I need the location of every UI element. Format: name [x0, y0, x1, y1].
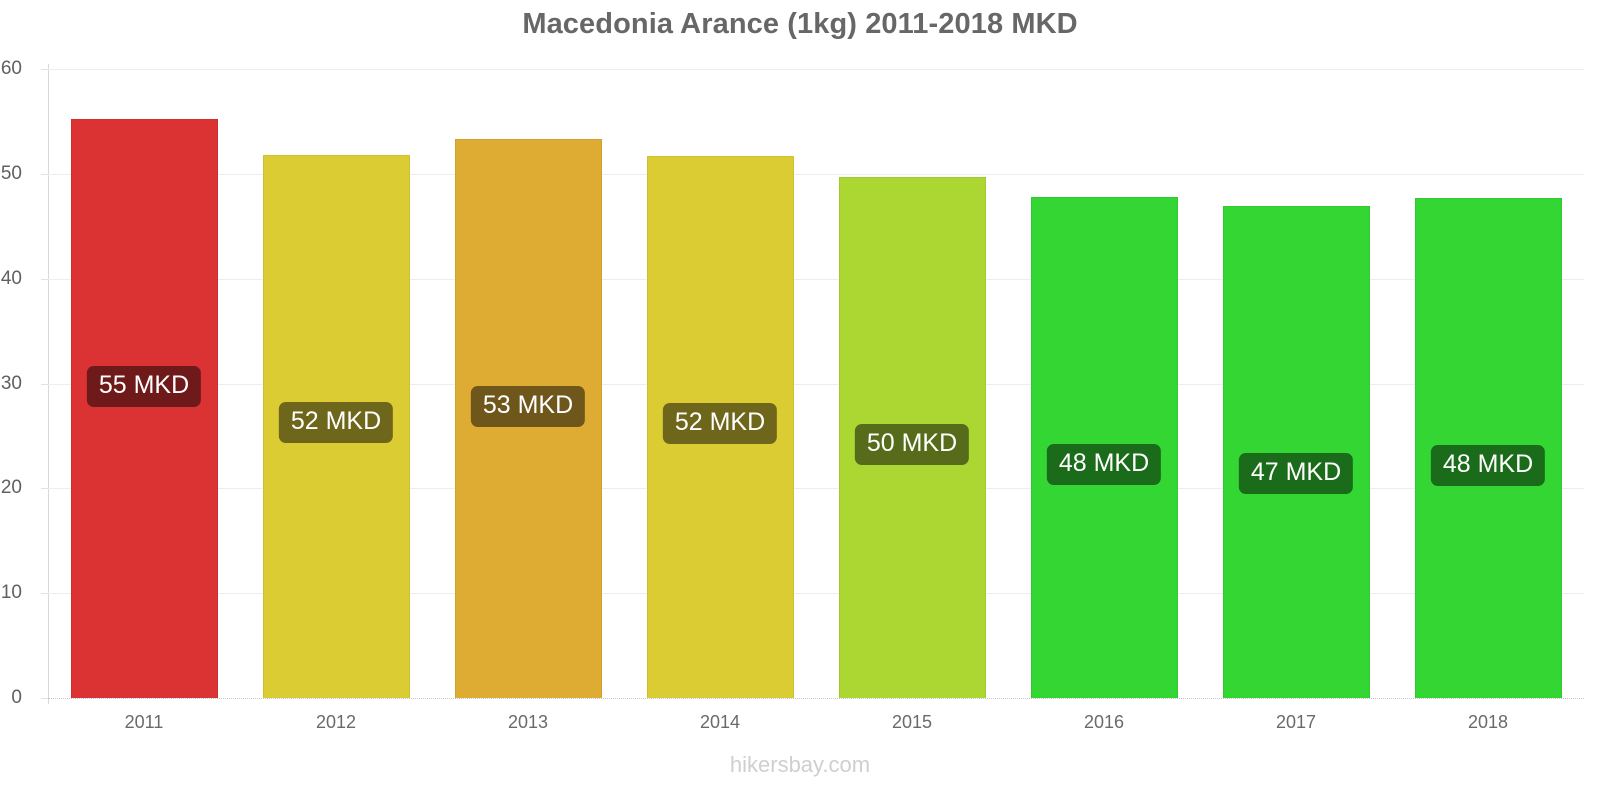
y-axis-tickmark: [41, 173, 48, 175]
bar-group: 50 MKD: [838, 69, 986, 698]
y-axis-tickmark: [41, 278, 48, 280]
gridline: [48, 488, 1584, 490]
x-axis-tick-label: 2011: [124, 712, 164, 732]
bar-value-label: 52 MKD: [278, 401, 394, 443]
bar-value-label: 48 MKD: [1046, 443, 1162, 485]
y-axis-tick-label: 50: [0, 162, 22, 184]
y-axis-tickmark: [41, 698, 48, 699]
bar-group: 47 MKD: [1222, 69, 1370, 698]
bar-value-label: 53 MKD: [470, 386, 586, 428]
gridline: [48, 278, 1584, 280]
y-axis-tick-label: 20: [0, 477, 22, 499]
bar-value-label: 47 MKD: [1238, 453, 1354, 495]
y-axis-tick-label: 30: [0, 372, 22, 394]
bar-group: 52 MKD: [262, 69, 410, 698]
bar-group: 48 MKD: [1030, 69, 1178, 698]
gridline: [48, 593, 1584, 595]
gridline: [48, 69, 1584, 70]
footer-credit: hikersbay.com: [729, 752, 871, 777]
bar-value-label: 50 MKD: [854, 423, 970, 465]
gridline: [48, 173, 1584, 175]
y-axis-tickmark: [41, 69, 48, 70]
y-axis-tickmark: [41, 593, 48, 595]
y-axis-tickmark: [41, 383, 48, 385]
x-axis-tick-label: 2016: [1083, 712, 1125, 732]
y-axis-tickmark: [41, 488, 48, 490]
page-title: Macedonia Arance (1kg) 2011-2018 MKD: [522, 8, 1078, 40]
y-axis-tick-label: 10: [0, 582, 22, 604]
bar[interactable]: [70, 119, 218, 698]
bar-value-label: 52 MKD: [662, 403, 778, 445]
gridline: [48, 383, 1584, 385]
y-axis-tick-label: 0: [11, 687, 22, 708]
x-axis-tick-label: 2015: [891, 712, 933, 732]
bar-group: 48 MKD: [1414, 69, 1562, 698]
y-axis-tick-label: 40: [0, 267, 22, 289]
y-axis-tick-label: 60: [0, 58, 22, 79]
bar-value-label: 55 MKD: [86, 366, 202, 408]
plot-area: 0 10 20 30 40 50 60 55 MKD 52 MKD 53 MKD 52 MKD 50 …: [1, 58, 1584, 708]
bar-value-label: 48 MKD: [1430, 444, 1546, 486]
x-axis-tick-label: 2018: [1467, 712, 1509, 732]
bar-group: 55 MKD: [70, 69, 218, 698]
x-axis-tick-label: 2014: [699, 712, 741, 732]
x-axis-tick-label: 2017: [1275, 712, 1317, 732]
bar-group: 53 MKD: [454, 69, 602, 698]
x-axis-tick-label: 2013: [507, 712, 549, 732]
x-axis-line: [48, 698, 1584, 699]
bar[interactable]: [1222, 206, 1370, 698]
bar-group: 52 MKD: [646, 69, 794, 698]
x-axis-tick-label: 2012: [315, 712, 357, 732]
